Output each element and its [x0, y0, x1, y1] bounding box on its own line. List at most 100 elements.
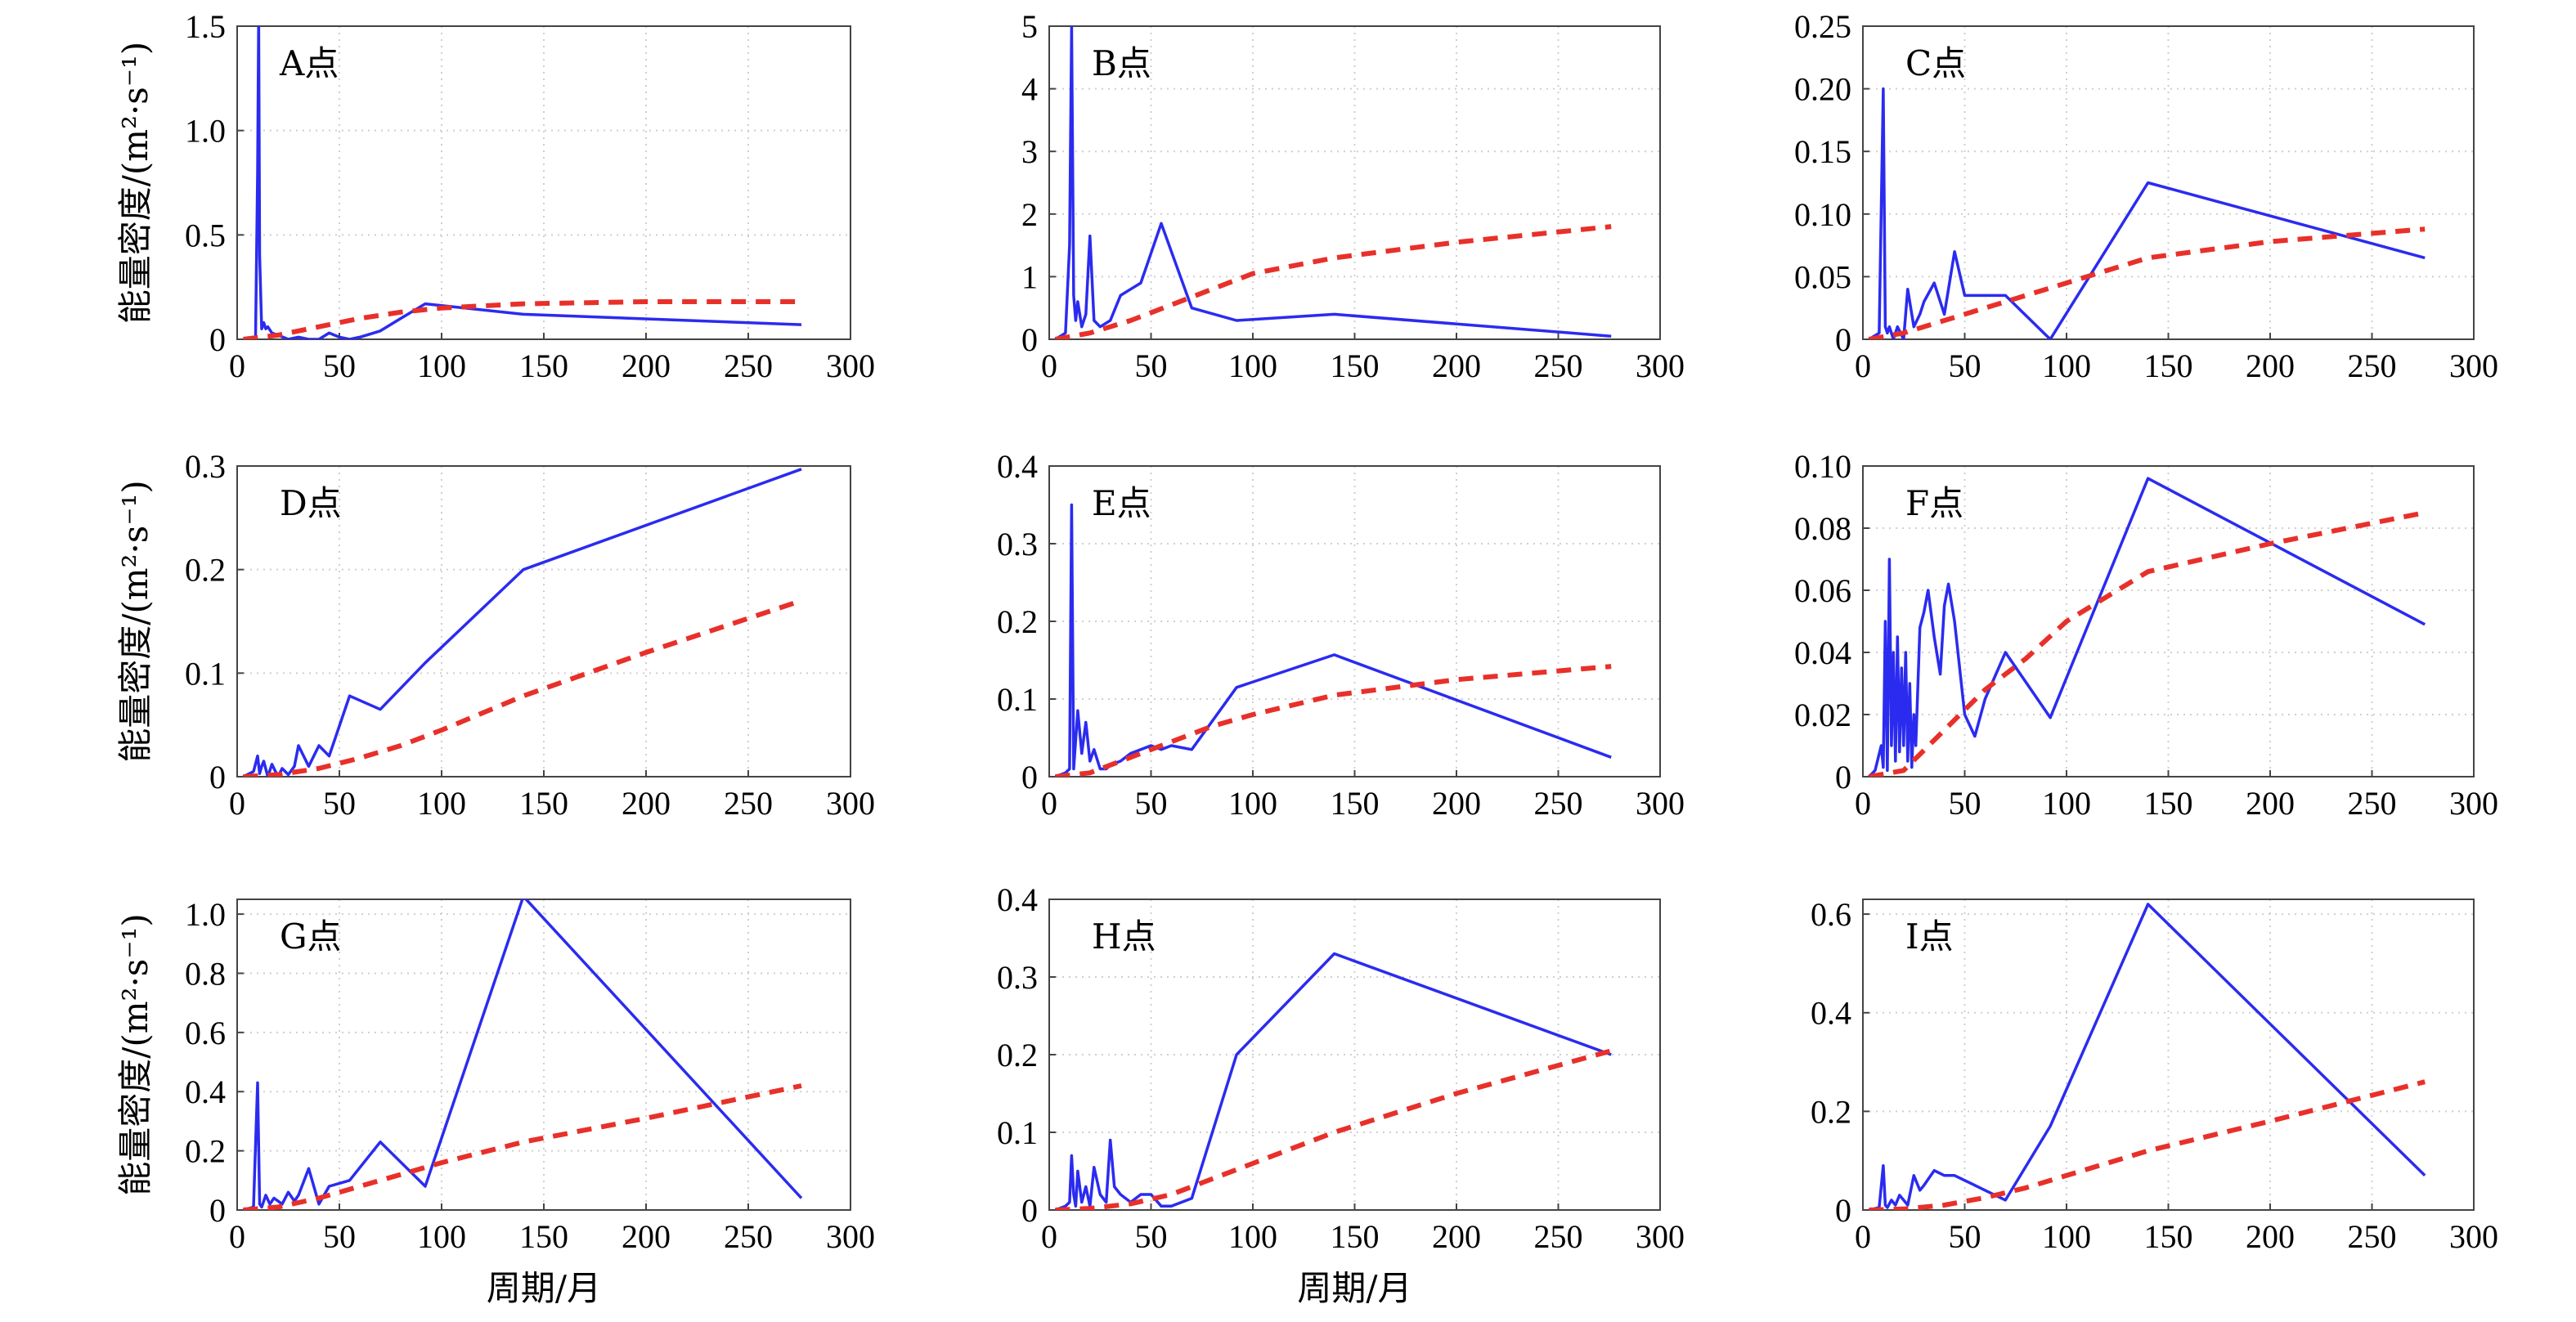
panel-g: 0 50 100 150 200 250 300 0 0.2 0.4 0.6 0.8 1.0 G点 能量密度…	[115, 896, 875, 1308]
x-tick-label: 250	[724, 347, 773, 384]
y-tick-label: 0.3	[997, 526, 1038, 562]
y-tick-label: 0.2	[185, 1133, 226, 1170]
x-tick-label: 200	[1432, 347, 1481, 384]
panel-a: 0 50 100 150 200 250 300 0 0.5 1.0 1.5 A点 能量密度/(m²·s…	[115, 8, 875, 384]
x-tick-label: 300	[826, 1218, 875, 1255]
x-tick-label: 250	[2348, 1218, 2397, 1255]
series-line-solid	[1054, 952, 1612, 1210]
panel-b: 0 50 100 150 200 250 300 0 1 2 3 4 5 B点	[1021, 8, 1685, 384]
x-tick-label: 250	[724, 1218, 773, 1255]
x-tick-label: 0	[1855, 347, 1871, 384]
y-tick-label: 2	[1021, 196, 1038, 233]
x-tick-label: 150	[2144, 1218, 2193, 1255]
panel-label: C点	[1905, 43, 1966, 83]
series-line-solid	[243, 26, 802, 339]
panel-label: A点	[279, 43, 339, 83]
x-tick-label: 50	[1949, 1218, 1981, 1255]
x-tick-label: 50	[323, 347, 356, 384]
x-tick-label: 200	[2246, 1218, 2295, 1255]
x-tick-label: 200	[1432, 785, 1481, 822]
series-line-solid	[1868, 87, 2426, 339]
x-tick-label: 0	[1041, 785, 1057, 822]
x-tick-label: 150	[519, 1218, 568, 1255]
x-tick-label: 300	[1636, 347, 1685, 384]
x-tick-label: 300	[826, 785, 875, 822]
panel-label: F点	[1905, 483, 1963, 523]
y-tick-label: 0	[1835, 321, 1851, 358]
series-line-solid	[243, 899, 803, 1210]
y-tick-label: 0.02	[1794, 697, 1851, 733]
y-tick-label: 1.0	[185, 896, 226, 933]
x-tick-label: 50	[323, 1218, 356, 1255]
y-tick-label: 0.10	[1794, 448, 1851, 485]
x-tick-label: 150	[1331, 347, 1380, 384]
x-tick-label: 0	[229, 347, 245, 384]
x-tick-label: 150	[519, 785, 568, 822]
x-tick-label: 250	[2348, 347, 2397, 384]
y-tick-label: 0.10	[1794, 196, 1851, 233]
x-tick-label: 150	[2144, 785, 2193, 822]
series-line-dashed	[1055, 664, 1612, 777]
x-tick-label: 250	[724, 785, 773, 822]
x-tick-label: 200	[622, 347, 671, 384]
x-tick-label: 150	[2144, 347, 2193, 384]
x-tick-label: 0	[1041, 1218, 1057, 1255]
panel-c: 0 50 100 150 200 250 300 0 0.05 0.10 0.15 0.20 0.25 C…	[1794, 8, 2498, 384]
panel-label: E点	[1092, 483, 1151, 523]
y-tick-label: 0.3	[997, 959, 1038, 996]
x-tick-label: 0	[1855, 785, 1871, 822]
y-tick-label: 0.8	[185, 955, 226, 992]
y-tick-label: 0.4	[997, 881, 1038, 918]
y-tick-label: 0.25	[1794, 8, 1851, 45]
series-line-dashed	[1868, 510, 2426, 777]
panel-e: 0 50 100 150 200 250 300 0 0.1 0.2 0.3 0.4 E点	[997, 448, 1685, 822]
y-tick-label: 0.15	[1794, 133, 1851, 170]
x-tick-label: 300	[1636, 785, 1685, 822]
y-tick-label: 0.6	[1811, 896, 1851, 933]
x-tick-label: 100	[417, 785, 466, 822]
y-tick-label: 0	[209, 759, 226, 795]
x-tick-label: 100	[1228, 347, 1277, 384]
y-tick-label: 0.2	[997, 603, 1038, 640]
x-tick-label: 100	[1228, 1218, 1277, 1255]
y-tick-label: 0	[209, 1192, 226, 1229]
y-tick-label: 0.08	[1794, 510, 1851, 547]
y-tick-label: 0.04	[1794, 634, 1851, 671]
panel-f: 0 50 100 150 200 250 300 0 0.02 0.04 0.06 0.08 0.10 F…	[1794, 448, 2498, 822]
series-line-dashed	[1054, 224, 1612, 339]
x-tick-label: 200	[2246, 785, 2295, 822]
x-tick-label: 200	[622, 785, 671, 822]
x-tick-label: 200	[622, 1218, 671, 1255]
y-tick-label: 0.20	[1794, 71, 1851, 108]
series-line-solid	[1868, 477, 2426, 777]
x-tick-label: 150	[519, 347, 568, 384]
y-tick-label: 0.2	[1811, 1093, 1851, 1130]
x-axis-title: 周期/月	[1297, 1268, 1411, 1308]
x-tick-label: 100	[2042, 785, 2091, 822]
x-tick-label: 50	[1949, 347, 1981, 384]
panel-label: B点	[1092, 43, 1151, 83]
x-tick-label: 150	[1331, 1218, 1380, 1255]
y-tick-label: 4	[1021, 71, 1038, 108]
x-tick-label: 100	[2042, 347, 2091, 384]
series-line-dashed	[1869, 1079, 2426, 1210]
series-line-dashed	[1055, 1048, 1612, 1210]
panel-label: H点	[1092, 916, 1156, 957]
x-tick-label: 250	[1534, 785, 1583, 822]
panel-label: G点	[280, 916, 342, 957]
y-axis-title: 能量密度/(m²·s⁻¹)	[115, 42, 155, 325]
y-tick-label: 0.4	[185, 1073, 226, 1110]
y-tick-label: 0	[1021, 759, 1038, 795]
y-tick-label: 0.1	[997, 681, 1038, 718]
x-tick-label: 100	[417, 347, 466, 384]
x-tick-label: 300	[2449, 347, 2498, 384]
y-tick-label: 0	[1835, 759, 1851, 795]
y-tick-label: 0.1	[185, 655, 226, 692]
y-tick-label: 1.0	[185, 113, 226, 150]
x-tick-label: 0	[229, 785, 245, 822]
y-tick-label: 0	[209, 321, 226, 358]
y-tick-label: 0.4	[997, 448, 1038, 485]
x-axis-title: 周期/月	[487, 1268, 601, 1308]
y-tick-label: 0.06	[1794, 572, 1851, 609]
